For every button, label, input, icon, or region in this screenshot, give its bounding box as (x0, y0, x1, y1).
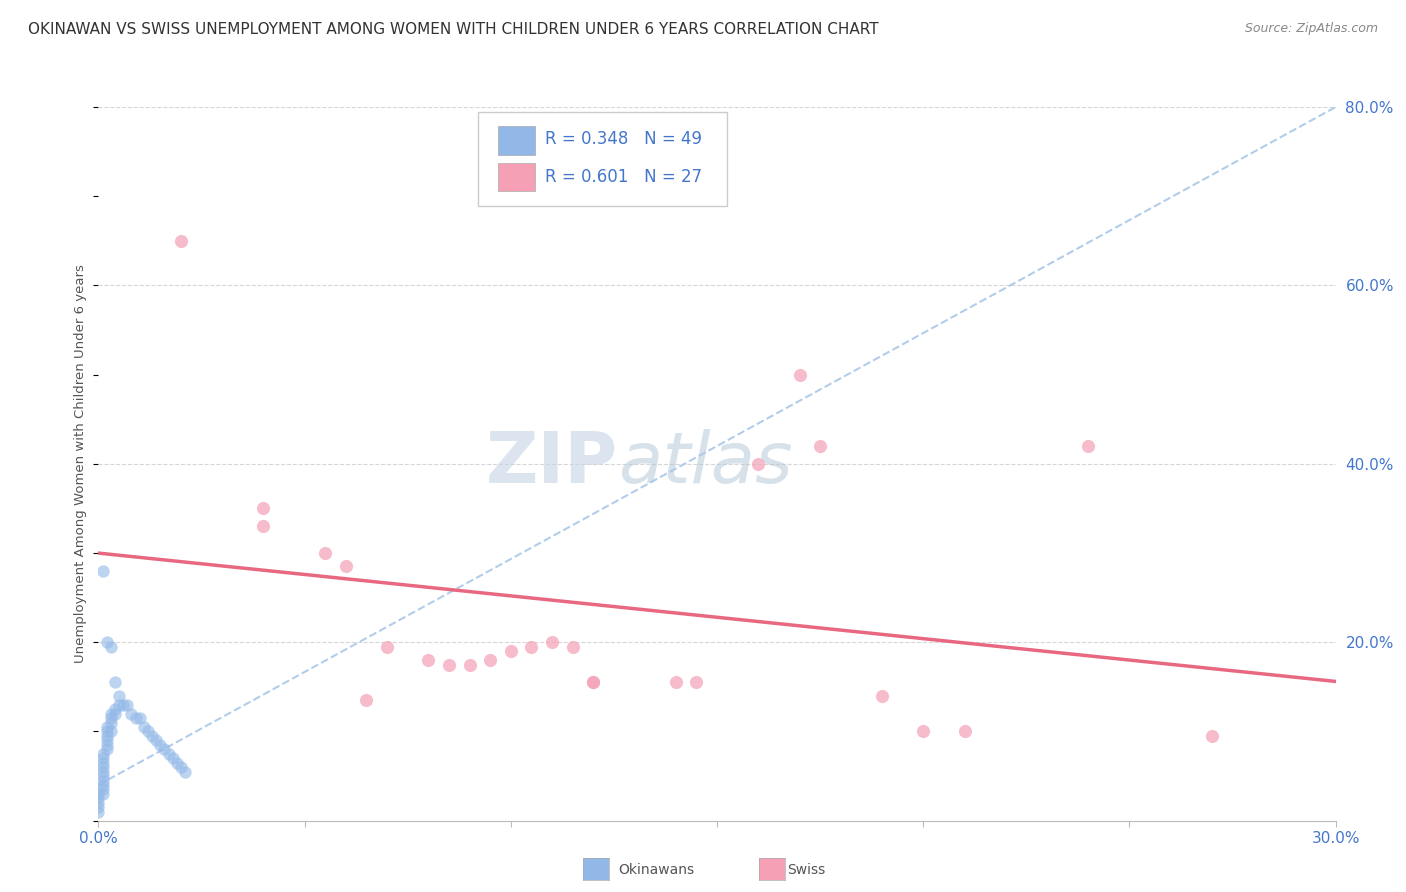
Text: OKINAWAN VS SWISS UNEMPLOYMENT AMONG WOMEN WITH CHILDREN UNDER 6 YEARS CORRELATI: OKINAWAN VS SWISS UNEMPLOYMENT AMONG WOM… (28, 22, 879, 37)
Point (665, 675, 688, 690)
Point (141, 729, 163, 743)
Point (170, 760, 193, 774)
Point (108, 698, 131, 712)
Point (104, 675, 127, 690)
Point (91, 773, 114, 788)
Point (458, 657, 481, 672)
Point (912, 724, 935, 739)
Point (541, 635, 564, 649)
Point (91, 760, 114, 774)
Point (145, 733, 167, 747)
Point (96, 729, 118, 743)
Point (87, 787, 110, 801)
Text: Swiss: Swiss (787, 863, 825, 877)
Point (96, 742, 118, 756)
Point (252, 519, 274, 533)
Bar (498, 127, 536, 155)
Point (91, 782, 114, 797)
Point (582, 675, 605, 690)
Point (132, 720, 155, 734)
Point (747, 457, 769, 471)
Point (108, 689, 131, 703)
Point (252, 501, 274, 516)
Point (166, 756, 188, 770)
Point (418, 653, 440, 667)
Point (87, 800, 110, 814)
Point (91, 751, 114, 765)
Point (499, 644, 522, 658)
Point (808, 439, 831, 453)
Text: atlas: atlas (619, 429, 793, 499)
Point (153, 742, 176, 756)
Point (170, 234, 193, 248)
Bar (498, 162, 536, 191)
Point (789, 368, 811, 382)
Text: Okinawans: Okinawans (619, 863, 695, 877)
Point (87, 805, 110, 819)
Point (356, 693, 378, 707)
Point (117, 698, 139, 712)
Point (1201, 729, 1223, 743)
Point (100, 706, 122, 721)
Point (100, 711, 122, 725)
Text: Source: ZipAtlas.com: Source: ZipAtlas.com (1244, 22, 1378, 36)
Point (174, 764, 197, 779)
Point (91, 756, 114, 770)
Point (112, 698, 135, 712)
Point (100, 724, 122, 739)
Text: ZIP: ZIP (486, 429, 619, 499)
Point (136, 724, 159, 739)
Point (91, 747, 114, 761)
Point (128, 711, 150, 725)
Point (100, 640, 122, 654)
Point (91, 769, 114, 783)
FancyBboxPatch shape (478, 112, 727, 205)
Point (104, 702, 127, 716)
Point (120, 706, 142, 721)
Point (375, 640, 398, 654)
Point (87, 791, 110, 805)
Point (335, 559, 357, 574)
Point (149, 738, 172, 752)
Point (314, 546, 336, 560)
Point (91, 787, 114, 801)
Point (561, 640, 583, 654)
Point (91, 564, 114, 578)
Y-axis label: Unemployment Among Women with Children Under 6 years: Unemployment Among Women with Children U… (73, 264, 87, 664)
Text: R = 0.348   N = 49: R = 0.348 N = 49 (546, 130, 702, 148)
Point (1077, 439, 1099, 453)
Point (104, 706, 127, 721)
Point (437, 657, 460, 672)
Point (96, 738, 118, 752)
Point (124, 711, 146, 725)
Point (96, 720, 118, 734)
Point (870, 689, 893, 703)
Text: R = 0.601   N = 27: R = 0.601 N = 27 (546, 168, 702, 186)
Point (162, 751, 184, 765)
Point (157, 747, 180, 761)
Point (91, 778, 114, 792)
Point (96, 724, 118, 739)
Point (685, 675, 707, 690)
Point (96, 635, 118, 649)
Point (96, 733, 118, 747)
Point (582, 675, 605, 690)
Point (479, 653, 502, 667)
Point (100, 715, 122, 730)
Point (953, 724, 976, 739)
Point (91, 764, 114, 779)
Point (520, 640, 543, 654)
Point (87, 796, 110, 810)
